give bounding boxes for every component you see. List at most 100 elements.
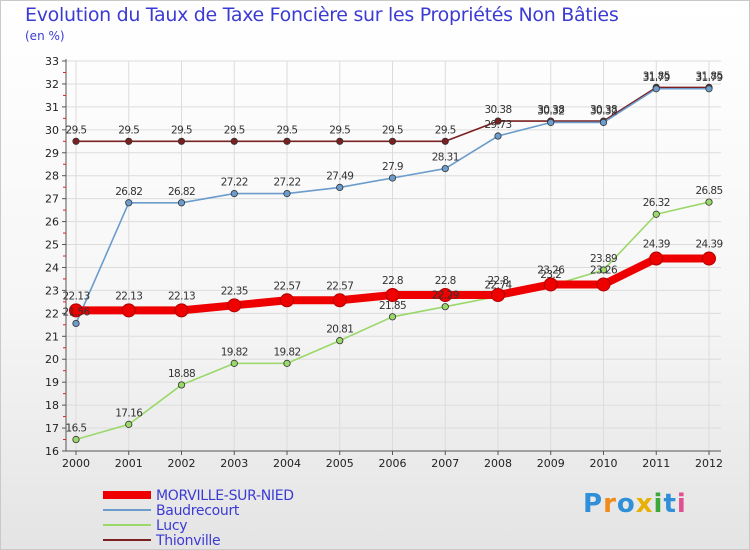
x-tick-label: 2001 xyxy=(115,457,143,470)
point-lucy xyxy=(72,435,80,444)
point-morville-sur-nied xyxy=(332,293,347,308)
y-tick-label: 27 xyxy=(45,193,59,206)
y-tick-label: 20 xyxy=(45,353,59,366)
x-tick-label: 2010 xyxy=(590,457,618,470)
point-thionville xyxy=(125,137,133,145)
data-label-baudrecourt: 27.9 xyxy=(382,161,403,173)
point-lucy xyxy=(652,210,660,218)
y-tick-label: 26 xyxy=(45,216,59,229)
data-label-thionville: 30.38 xyxy=(537,104,564,116)
y-tick-label: 17 xyxy=(45,422,59,435)
data-label-morville-sur-nied: 22.8 xyxy=(435,275,456,287)
logo-letter: P xyxy=(583,489,604,519)
point-morville-sur-nied xyxy=(596,277,611,292)
data-label-baudrecourt: 27.49 xyxy=(326,170,353,182)
data-label-thionville: 29.5 xyxy=(118,124,139,136)
y-tick-label: 18 xyxy=(45,399,59,412)
y-tick-label: 32 xyxy=(45,78,59,91)
point-morville-sur-nied xyxy=(702,251,716,266)
y-tick-label: 19 xyxy=(45,376,59,389)
logo-letter: o xyxy=(616,489,636,519)
data-label-baudrecourt: 29.73 xyxy=(484,119,511,131)
data-label-lucy: 23.2 xyxy=(540,269,561,281)
point-thionville xyxy=(388,137,397,145)
x-tick-label: 2012 xyxy=(695,457,723,470)
y-tick-label: 31 xyxy=(45,101,59,114)
x-tick-label: 2004 xyxy=(273,457,301,470)
data-label-baudrecourt: 31.79 xyxy=(695,72,722,84)
point-baudrecourt xyxy=(230,190,238,198)
data-label-lucy: 19.82 xyxy=(221,346,248,358)
data-label-thionville: 31.85 xyxy=(695,70,722,82)
y-tick-label: 25 xyxy=(45,239,59,252)
data-label-lucy: 22.74 xyxy=(484,279,512,291)
legend-label-baudrecourt: Baudrecourt xyxy=(156,503,240,519)
point-thionville xyxy=(494,117,502,125)
logo-letter: i xyxy=(676,489,687,519)
data-label-baudrecourt: 28.31 xyxy=(432,152,459,164)
data-labels: 29.5 29.5 29.5 29.5 29.5 29.5 29.5 29.530.38 30.… xyxy=(62,70,723,435)
point-baudrecourt xyxy=(652,85,660,93)
point-thionville xyxy=(72,137,80,145)
x-tick-label: 2011 xyxy=(642,457,670,470)
point-morville-sur-nied xyxy=(491,288,505,302)
data-label-baudrecourt: 21.56 xyxy=(62,306,90,318)
point-baudrecourt xyxy=(441,164,449,173)
y-tick-label: 29 xyxy=(45,147,59,160)
point-lucy xyxy=(230,359,238,367)
data-label-thionville: 29.5 xyxy=(171,124,192,136)
point-baudrecourt xyxy=(705,85,713,93)
axes xyxy=(63,59,721,452)
point-baudrecourt xyxy=(283,190,291,198)
data-label-lucy: 21.85 xyxy=(379,300,406,312)
logo-letter: i xyxy=(653,489,664,519)
y-tick-label: 22 xyxy=(45,307,59,320)
chart-title: Evolution du Taux de Taxe Foncière sur l… xyxy=(25,4,619,26)
data-label-morville-sur-nied: 22.35 xyxy=(221,285,248,297)
point-lucy xyxy=(705,198,713,206)
data-label-baudrecourt: 30.32 xyxy=(537,105,564,117)
data-label-thionville: 30.38 xyxy=(484,104,511,116)
x-tick-label: 2009 xyxy=(537,457,565,470)
y-tick-label: 30 xyxy=(45,124,59,137)
point-lucy xyxy=(336,337,344,345)
data-label-lucy: 23.89 xyxy=(590,253,617,265)
data-label-morville-sur-nied: 24.39 xyxy=(643,239,670,251)
point-baudrecourt xyxy=(599,118,608,127)
data-label-morville-sur-nied: 22.13 xyxy=(115,290,142,302)
data-label-morville-sur-nied: 24.39 xyxy=(695,239,722,251)
data-label-morville-sur-nied: 22.8 xyxy=(382,275,403,287)
point-thionville xyxy=(441,137,449,145)
point-baudrecourt xyxy=(177,199,186,207)
point-morville-sur-nied xyxy=(121,303,136,318)
x-tick-label: 2005 xyxy=(326,457,354,470)
y-tick-label: 21 xyxy=(45,330,59,343)
legend: MORVILLE-SUR-NIEDBaudrecourtLucyThionvil… xyxy=(103,488,294,549)
point-thionville xyxy=(336,137,344,145)
x-tick-label: 2000 xyxy=(62,457,90,470)
data-label-morville-sur-nied: 23.26 xyxy=(590,264,618,276)
data-label-baudrecourt: 31.79 xyxy=(643,72,670,84)
point-thionville xyxy=(177,137,186,145)
x-tick-label: 2002 xyxy=(168,457,196,470)
point-morville-sur-nied xyxy=(543,277,558,292)
point-lucy xyxy=(283,359,291,367)
data-label-morville-sur-nied: 23.26 xyxy=(537,264,565,276)
data-label-lucy: 16.5 xyxy=(66,423,87,435)
point-morville-sur-nied xyxy=(385,288,400,302)
logo-letter: t xyxy=(663,489,677,519)
data-label-thionville: 29.5 xyxy=(224,124,245,136)
y-axis-ticks: 16 17 18 19 20 21 22 23 24 25 26 27 28 29 30 31 32 33 xyxy=(45,55,66,458)
data-label-lucy: 22.29 xyxy=(432,290,459,302)
point-lucy xyxy=(125,420,133,428)
data-label-morville-sur-nied: 22.57 xyxy=(326,280,353,292)
data-label-thionville: 31.85 xyxy=(643,70,670,82)
data-label-thionville: 29.5 xyxy=(277,124,298,136)
data-label-thionville: 29.5 xyxy=(66,124,87,136)
data-label-baudrecourt: 26.82 xyxy=(115,186,142,198)
data-label-lucy: 26.32 xyxy=(643,197,670,209)
point-baudrecourt xyxy=(494,132,502,140)
point-lucy xyxy=(441,303,449,311)
point-baudrecourt xyxy=(125,199,133,207)
